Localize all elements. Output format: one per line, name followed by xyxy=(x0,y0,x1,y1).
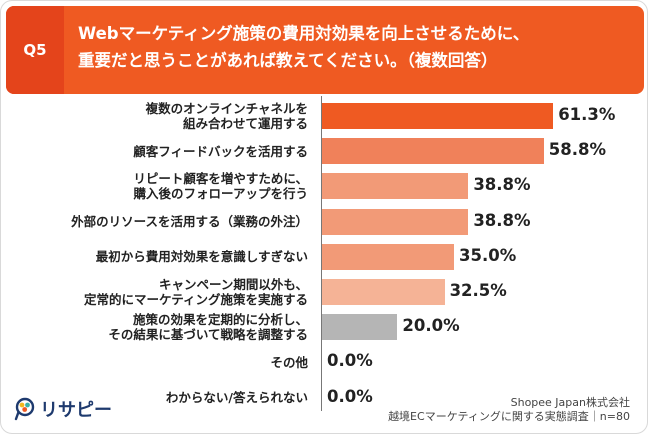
data-label: 32.5% xyxy=(449,281,507,300)
data-label: 38.8% xyxy=(473,210,531,230)
bar xyxy=(322,208,469,235)
data-label: 38.8% xyxy=(473,175,531,195)
source-survey: 越境ECマーケティングに関する実態調査｜n=80 xyxy=(388,410,630,423)
category-label: リピート顧客を増やすために、 購入後のフォローアップを行う xyxy=(133,171,308,202)
data-label: 0.0% xyxy=(327,386,373,406)
category-label: その他 xyxy=(270,354,308,370)
category-label: キャンペーン期間以外も、 定常的にマーケティング施策を実施する xyxy=(83,277,308,307)
bar xyxy=(322,279,445,305)
question-number: Q5 xyxy=(6,6,64,94)
data-label: 58.8% xyxy=(548,140,606,160)
category-label: わからない/答えられない xyxy=(165,390,308,406)
category-label: 複数のオンラインチャネルを 組み合わせて運用する xyxy=(145,101,308,131)
data-label: 61.3% xyxy=(558,105,616,124)
data-label: 35.0% xyxy=(459,245,517,265)
question-header: Q5 Webマーケティング施策の費用対効果を向上させるために、 重要だと思うこと… xyxy=(6,6,644,94)
category-label: 顧客フィードバックを活用する xyxy=(133,143,308,159)
y-axis-line xyxy=(321,96,322,411)
source-note: Shopee Japan株式会社 越境ECマーケティングに関する実態調査｜n=8… xyxy=(388,396,630,424)
bar xyxy=(322,103,554,129)
data-label: 20.0% xyxy=(402,316,460,336)
source-company: Shopee Japan株式会社 xyxy=(510,396,630,409)
risapy-logo: リサピー xyxy=(14,396,112,422)
risapy-logo-icon xyxy=(14,397,35,421)
bar xyxy=(322,243,454,270)
category-label: 外部のリソースを活用する（業務の外注） xyxy=(71,214,308,230)
category-label: 最初から費用対効果を意識しすぎない xyxy=(95,249,308,265)
bar xyxy=(322,138,544,165)
logo-text: リサピー xyxy=(40,400,112,421)
category-label: 施策の効果を定期的に分析し、 その結果に基づいて戦略を調整する xyxy=(108,312,308,343)
bar xyxy=(322,314,398,341)
question-text: Webマーケティング施策の費用対効果を向上させるために、 重要だと思うことがあれ… xyxy=(78,24,530,70)
data-label: 0.0% xyxy=(327,351,373,371)
bar xyxy=(322,173,469,200)
